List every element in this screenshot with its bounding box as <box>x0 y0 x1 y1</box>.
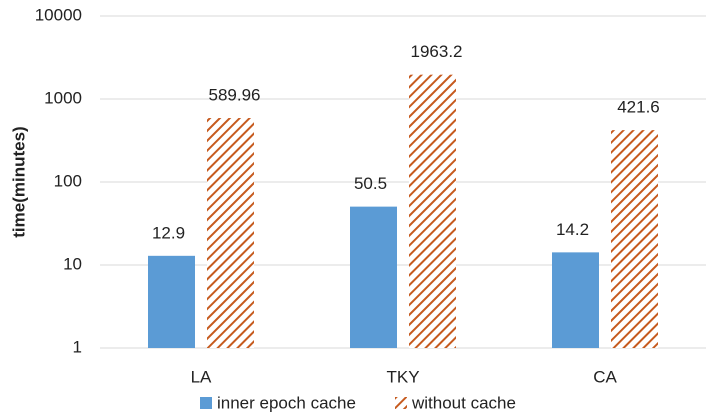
y-tick-label: 10000 <box>35 5 82 24</box>
bar <box>350 206 397 348</box>
data-label: 14.2 <box>556 220 589 239</box>
legend-label: inner epoch cache <box>217 393 356 412</box>
bar <box>409 74 456 348</box>
data-label: 12.9 <box>152 223 185 242</box>
x-tick-label: CA <box>593 367 617 386</box>
bar <box>552 252 599 348</box>
x-tick-label: TKY <box>386 367 419 386</box>
y-tick-label: 1000 <box>44 88 82 107</box>
y-tick-label: 10 <box>63 254 82 273</box>
bar <box>148 255 195 348</box>
legend-swatch <box>200 397 212 409</box>
x-tick-label: LA <box>191 367 212 386</box>
y-tick-label: 1 <box>73 337 82 356</box>
bar <box>611 130 658 348</box>
y-axis-label: time(minutes) <box>9 126 28 237</box>
data-label: 589.96 <box>209 86 261 105</box>
data-label: 1963.2 <box>411 42 463 61</box>
legend-label: without cache <box>411 393 516 412</box>
legend-swatch <box>395 397 407 409</box>
y-tick-label: 100 <box>54 171 82 190</box>
bar <box>207 118 254 348</box>
data-label: 421.6 <box>617 98 660 117</box>
data-label: 50.5 <box>354 174 387 193</box>
